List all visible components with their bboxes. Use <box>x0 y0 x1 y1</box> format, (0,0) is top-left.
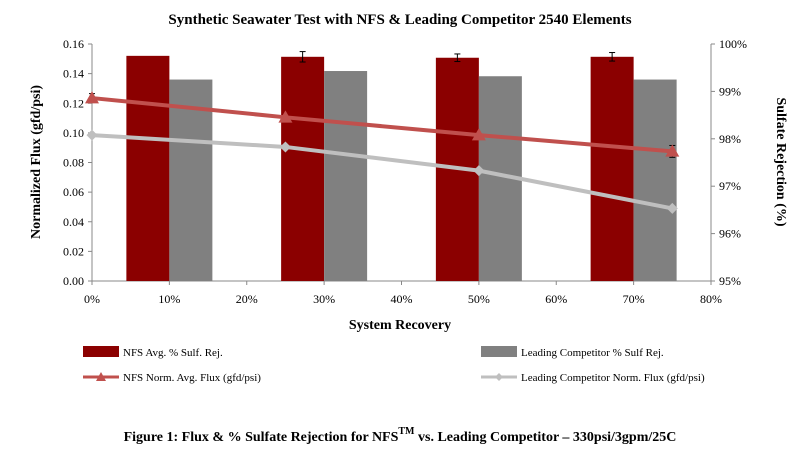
plot-area: 0.00 0.02 0.04 0.06 0.08 0.10 0.12 0.14 0.16 95% 9… <box>63 37 747 306</box>
y-left-tick-label: 0.04 <box>63 215 84 229</box>
y-left-tick-label: 0.08 <box>63 156 84 170</box>
y-left-tick-label: 0.00 <box>63 274 84 288</box>
competitor-flux-point <box>86 129 98 141</box>
y-left-tick-label: 0.16 <box>63 37 84 51</box>
competitor-flux-point <box>473 165 485 177</box>
y-left-tick-label: 0.14 <box>63 67 84 81</box>
y-axis-left-title: Normalized Flux (gfd/psi) <box>29 85 44 239</box>
x-tick-label: 40% <box>391 292 413 306</box>
x-tick-label: 70% <box>623 292 645 306</box>
competitor-flux-series-line <box>91 133 673 211</box>
nfs-rejection-bar <box>126 55 170 281</box>
caption-text-after: vs. Leading Competitor – 330psi/3gpm/25C <box>415 430 677 445</box>
x-tick-label: 0% <box>84 292 100 306</box>
legend-competitor-rejection-swatch <box>481 346 517 357</box>
x-tick-label: 50% <box>468 292 490 306</box>
y-right-tick-label: 95% <box>719 274 741 288</box>
x-tick-label: 20% <box>236 292 258 306</box>
y-left-tick-label: 0.12 <box>63 96 84 110</box>
y-right-tick-label: 96% <box>719 227 741 241</box>
competitor-rejection-bar <box>169 79 213 281</box>
x-tick-label: 80% <box>700 292 722 306</box>
legend-nfs-flux-marker <box>96 372 106 381</box>
nfs-flux-series-line <box>91 96 673 154</box>
competitor-rejection-bar <box>633 79 677 281</box>
caption-superscript: TM <box>398 426 415 437</box>
y-left-tick-label: 0.02 <box>63 244 84 258</box>
figure-caption: Figure 1: Flux & % Sulfate Rejection for… <box>124 426 677 445</box>
y-right-tick-label: 98% <box>719 132 741 146</box>
x-tick-label: 60% <box>545 292 567 306</box>
y-left-tick-label: 0.10 <box>63 126 84 140</box>
x-tick-label: 30% <box>313 292 335 306</box>
legend: NFS Avg. % Sulf. Rej. Leading Competitor … <box>83 346 705 384</box>
caption-text-before: Figure 1: Flux & % Sulfate Rejection for… <box>124 430 399 445</box>
nfs-flux-point <box>85 91 99 104</box>
legend-competitor-flux-label: Leading Competitor Norm. Flux (gfd/psi) <box>521 372 705 384</box>
y-right-tick-label: 97% <box>719 179 741 193</box>
x-tick-label: 10% <box>158 292 180 306</box>
nfs-rejection-bar <box>590 56 634 281</box>
nfs-flux-point <box>278 110 293 123</box>
nfs-rejection-bar <box>281 56 325 281</box>
legend-nfs-flux-label: NFS Norm. Avg. Flux (gfd/psi) <box>123 372 261 384</box>
legend-competitor-rejection-label: Leading Competitor % Sulf Rej. <box>521 347 664 359</box>
competitor-flux-point <box>666 202 678 214</box>
competitor-rejection-bar <box>324 71 368 281</box>
nfs-flux-point <box>665 144 680 157</box>
y-axis-right-title: Sulfate Rejection (%) <box>773 97 788 226</box>
legend-competitor-flux-marker <box>495 373 503 381</box>
nfs-flux-point <box>471 128 486 141</box>
y-left-tick-label: 0.06 <box>63 185 84 199</box>
x-axis-title: System Recovery <box>349 318 451 333</box>
y-right-tick-label: 100% <box>719 37 747 51</box>
legend-nfs-rejection-label: NFS Avg. % Sulf. Rej. <box>123 347 223 359</box>
legend-nfs-rejection-swatch <box>83 346 119 357</box>
y-right-tick-label: 99% <box>719 84 741 98</box>
competitor-flux-point <box>279 141 291 153</box>
chart-title: Synthetic Seawater Test with NFS & Leadi… <box>168 12 631 28</box>
